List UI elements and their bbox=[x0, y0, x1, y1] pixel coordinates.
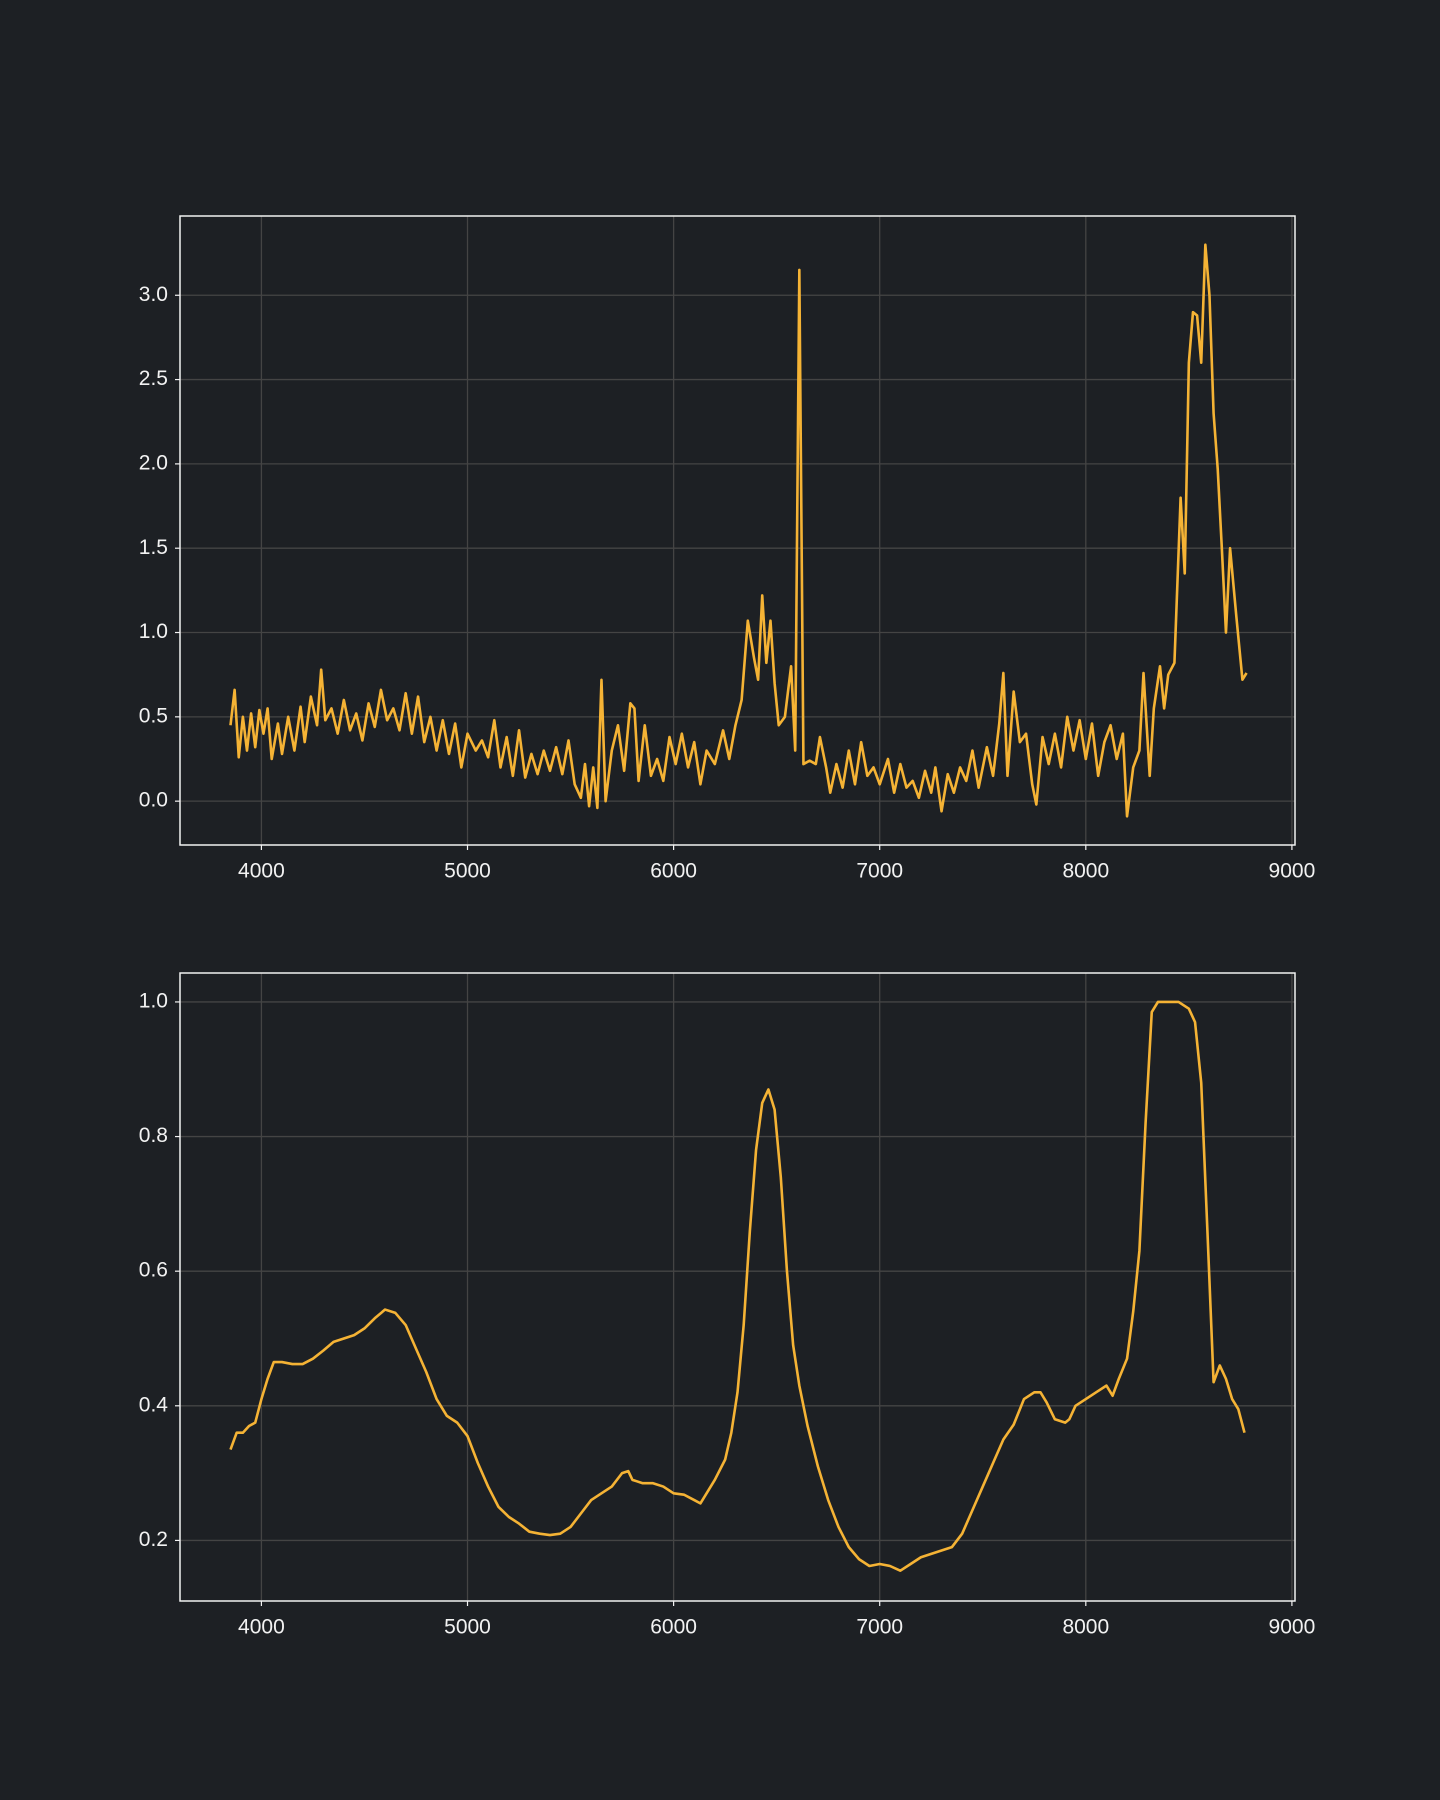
x-tick-label: 8000 bbox=[1062, 1616, 1109, 1639]
y-tick-label: 0.0 bbox=[139, 789, 168, 812]
x-tick-label: 4000 bbox=[238, 1616, 285, 1639]
y-tick-label: 0.5 bbox=[139, 704, 168, 727]
y-tick-label: 0.2 bbox=[139, 1528, 168, 1551]
x-tick-label: 6000 bbox=[650, 860, 697, 883]
y-tick-label: 2.5 bbox=[139, 367, 168, 390]
x-tick-label: 9000 bbox=[1269, 860, 1316, 883]
data-line bbox=[229, 243, 1248, 818]
plot-area bbox=[180, 973, 1295, 1601]
x-tick-label: 4000 bbox=[238, 860, 285, 883]
x-tick-label: 7000 bbox=[856, 1616, 903, 1639]
y-tick-label: 0.8 bbox=[139, 1124, 168, 1147]
x-tick-label: 5000 bbox=[444, 860, 491, 883]
axes-frame bbox=[179, 972, 1296, 1602]
x-tick-label: 6000 bbox=[650, 1616, 697, 1639]
y-tick-label: 2.0 bbox=[139, 451, 168, 474]
y-tick-label: 1.0 bbox=[139, 989, 168, 1012]
plot-area bbox=[180, 216, 1295, 845]
x-tick-label: 9000 bbox=[1269, 1616, 1316, 1639]
axes-frame bbox=[179, 215, 1296, 846]
x-tick-label: 8000 bbox=[1062, 860, 1109, 883]
y-tick-label: 1.5 bbox=[139, 536, 168, 559]
y-tick-label: 3.0 bbox=[139, 283, 168, 306]
data-line bbox=[229, 1000, 1246, 1573]
x-tick-label: 5000 bbox=[444, 1616, 491, 1639]
x-tick-label: 7000 bbox=[856, 860, 903, 883]
y-tick-label: 0.6 bbox=[139, 1259, 168, 1282]
y-tick-label: 0.4 bbox=[139, 1393, 169, 1416]
y-tick-label: 1.0 bbox=[139, 620, 168, 643]
